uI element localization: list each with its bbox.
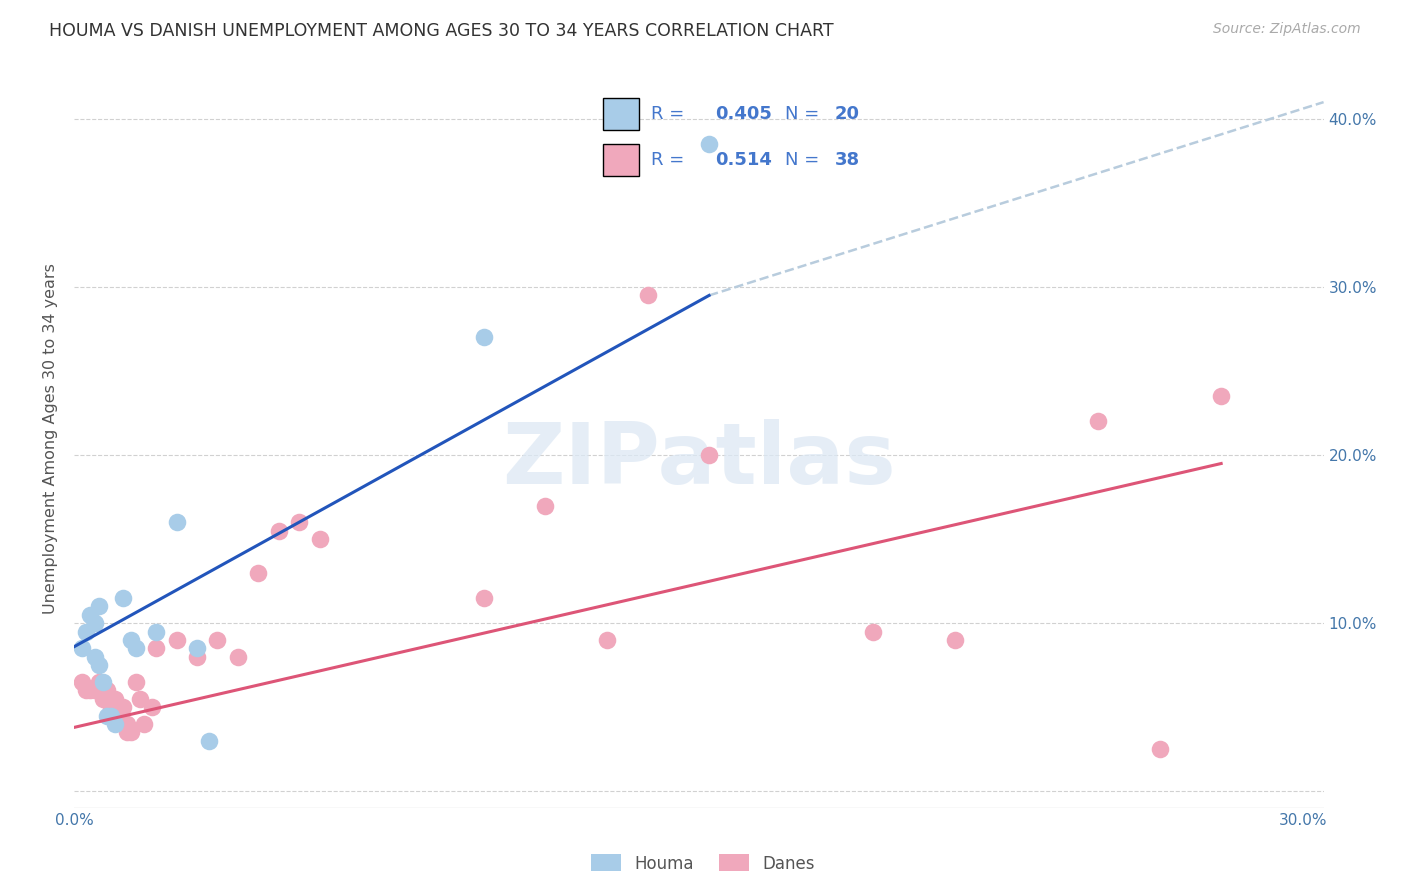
Point xyxy=(132,717,155,731)
Point xyxy=(91,675,114,690)
Point xyxy=(112,700,135,714)
Point xyxy=(117,717,139,731)
Point xyxy=(1149,742,1171,756)
Point xyxy=(226,649,249,664)
Point xyxy=(91,691,114,706)
Point xyxy=(145,624,167,639)
Legend: Houma, Danes: Houma, Danes xyxy=(585,847,821,880)
Point xyxy=(87,599,110,614)
Point xyxy=(104,717,127,731)
Point xyxy=(186,649,208,664)
Point xyxy=(83,649,105,664)
Point xyxy=(120,632,142,647)
Point xyxy=(120,725,142,739)
Point xyxy=(124,675,146,690)
Point xyxy=(637,288,659,302)
Point xyxy=(697,448,720,462)
Point xyxy=(247,566,270,580)
Point xyxy=(141,700,163,714)
Point xyxy=(1211,389,1233,403)
Point xyxy=(100,700,122,714)
Point xyxy=(534,499,557,513)
Text: Source: ZipAtlas.com: Source: ZipAtlas.com xyxy=(1213,22,1361,37)
Point xyxy=(472,330,495,344)
Text: HOUMA VS DANISH UNEMPLOYMENT AMONG AGES 30 TO 34 YEARS CORRELATION CHART: HOUMA VS DANISH UNEMPLOYMENT AMONG AGES … xyxy=(49,22,834,40)
Point xyxy=(108,708,131,723)
Point xyxy=(288,516,311,530)
Point xyxy=(96,708,118,723)
Point xyxy=(72,675,94,690)
Point xyxy=(87,675,110,690)
Point xyxy=(112,591,135,605)
Point xyxy=(104,691,127,706)
Point xyxy=(207,632,229,647)
Y-axis label: Unemployment Among Ages 30 to 34 years: Unemployment Among Ages 30 to 34 years xyxy=(44,263,58,614)
Point xyxy=(72,641,94,656)
Point xyxy=(83,616,105,631)
Point xyxy=(472,591,495,605)
Point xyxy=(79,607,101,622)
Point xyxy=(198,734,221,748)
Point xyxy=(145,641,167,656)
Point xyxy=(862,624,884,639)
Point xyxy=(75,683,97,698)
Point xyxy=(309,532,332,546)
Point xyxy=(595,632,617,647)
Point xyxy=(128,691,150,706)
Point xyxy=(91,683,114,698)
Point xyxy=(166,516,188,530)
Point xyxy=(100,708,122,723)
Point xyxy=(117,725,139,739)
Point xyxy=(166,632,188,647)
Point xyxy=(943,632,966,647)
Point xyxy=(83,683,105,698)
Point xyxy=(75,624,97,639)
Point xyxy=(267,524,290,538)
Text: ZIPatlas: ZIPatlas xyxy=(502,419,896,502)
Point xyxy=(124,641,146,656)
Point xyxy=(186,641,208,656)
Point xyxy=(96,683,118,698)
Point xyxy=(697,137,720,152)
Point xyxy=(1087,415,1109,429)
Point xyxy=(87,658,110,673)
Point xyxy=(79,683,101,698)
